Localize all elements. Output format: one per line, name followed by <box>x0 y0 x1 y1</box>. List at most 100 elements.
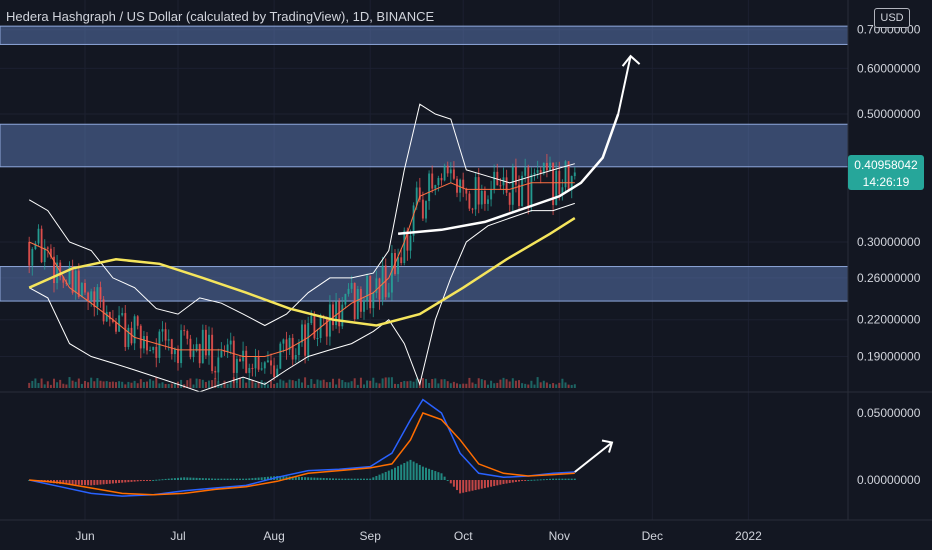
candle-body <box>363 301 365 312</box>
candle-body <box>198 344 201 364</box>
volume-bar <box>239 377 241 388</box>
volume-bar <box>80 383 83 388</box>
candle-body <box>130 327 133 344</box>
volume-bar <box>384 377 387 388</box>
histogram-bar <box>369 478 372 480</box>
candle-body <box>217 357 220 373</box>
histogram-bar <box>62 480 65 485</box>
histogram-bar <box>434 471 437 480</box>
histogram-bar <box>229 478 232 480</box>
volume-bar <box>90 377 93 388</box>
candle-body <box>533 172 536 175</box>
volume-bar <box>99 380 102 388</box>
candle-body <box>53 256 55 284</box>
histogram-bar <box>425 467 427 480</box>
volume-bar <box>74 381 77 388</box>
histogram-bar <box>77 480 80 485</box>
volume-bar <box>421 378 424 388</box>
candle-body <box>71 266 74 293</box>
volume-bar <box>567 384 570 388</box>
candle-body <box>511 166 514 205</box>
volume-bar <box>152 380 155 388</box>
candle-body <box>431 173 434 189</box>
volume-bar <box>359 377 362 388</box>
volume-bar <box>158 383 161 388</box>
histogram-bar <box>381 473 384 480</box>
volume-bar <box>62 383 65 388</box>
histogram-bar <box>310 477 313 480</box>
volume-bar <box>570 384 573 388</box>
resistance-support-zones <box>0 25 849 302</box>
histogram-bar <box>307 477 310 480</box>
histogram-bar <box>403 463 406 480</box>
volume-bar <box>344 382 347 388</box>
histogram-bar <box>127 480 130 483</box>
volume-bar <box>403 380 406 388</box>
volume-bar <box>251 380 254 388</box>
volume-bar <box>542 380 545 388</box>
volume-bar <box>273 383 276 388</box>
volume-bar <box>195 378 198 388</box>
histogram-bar <box>71 480 74 485</box>
volume-bar <box>490 380 493 388</box>
candle-body <box>276 368 279 377</box>
histogram-bar <box>514 480 517 483</box>
histogram-bar <box>279 476 282 480</box>
histogram-bar <box>161 479 164 481</box>
volume-bar <box>325 382 328 388</box>
candle-body <box>412 205 415 236</box>
volume-bar <box>338 378 341 388</box>
volume-bar <box>341 380 344 388</box>
histogram-bar <box>304 477 307 480</box>
histogram-bar <box>366 478 369 480</box>
time-axis[interactable]: Jun Jul Aug Sep Oct Nov Dec 2022 <box>75 529 762 543</box>
candle-body <box>530 174 533 207</box>
candle-body <box>483 190 486 204</box>
candle-body <box>248 367 251 373</box>
candle-body <box>304 324 307 356</box>
candle-body <box>353 282 356 320</box>
histogram-bar <box>400 464 403 480</box>
volume-bar <box>555 384 558 388</box>
candle-body <box>545 162 548 171</box>
candle-body <box>142 336 145 349</box>
last-price-badge: 0.40958042 <box>848 155 924 175</box>
candle-body <box>524 167 527 176</box>
volume-bar <box>229 381 232 388</box>
volume-bar <box>133 380 136 388</box>
histogram-bar <box>136 480 139 482</box>
candle-body <box>211 334 214 371</box>
volume-bar <box>310 379 313 388</box>
candle-body <box>136 316 139 326</box>
histogram-bar <box>208 478 210 480</box>
histogram-bar <box>527 480 530 481</box>
histogram-bar <box>499 480 502 485</box>
currency-button[interactable]: USD <box>874 8 910 28</box>
candle-body <box>406 230 409 251</box>
histogram-bar <box>204 478 207 480</box>
volume-bar <box>294 381 297 388</box>
volume-bar <box>505 379 508 388</box>
time-tick-label: Oct <box>454 529 473 543</box>
volume-bar <box>142 382 145 388</box>
volume-bar <box>177 381 179 388</box>
volume-bar <box>102 381 105 388</box>
support-curve-line <box>397 113 620 236</box>
histogram-bar <box>211 478 214 480</box>
volume-bar <box>146 381 148 388</box>
histogram-bar <box>260 477 263 480</box>
candle-body <box>366 275 369 302</box>
histogram-bar <box>139 480 142 482</box>
candle-body <box>480 190 483 205</box>
price-axis[interactable]: 0.700000000.600000000.500000000.30000000… <box>857 23 921 487</box>
histogram-bar <box>266 476 269 480</box>
histogram-bar <box>468 480 471 492</box>
candle-body <box>418 187 421 200</box>
chart-title[interactable]: Hedera Hashgraph / US Dollar (calculated… <box>6 9 435 24</box>
volume-bar <box>260 380 263 388</box>
volume-bar <box>394 383 396 388</box>
candle-body <box>183 330 186 332</box>
candle-body <box>471 208 474 210</box>
candle-body <box>260 368 263 370</box>
